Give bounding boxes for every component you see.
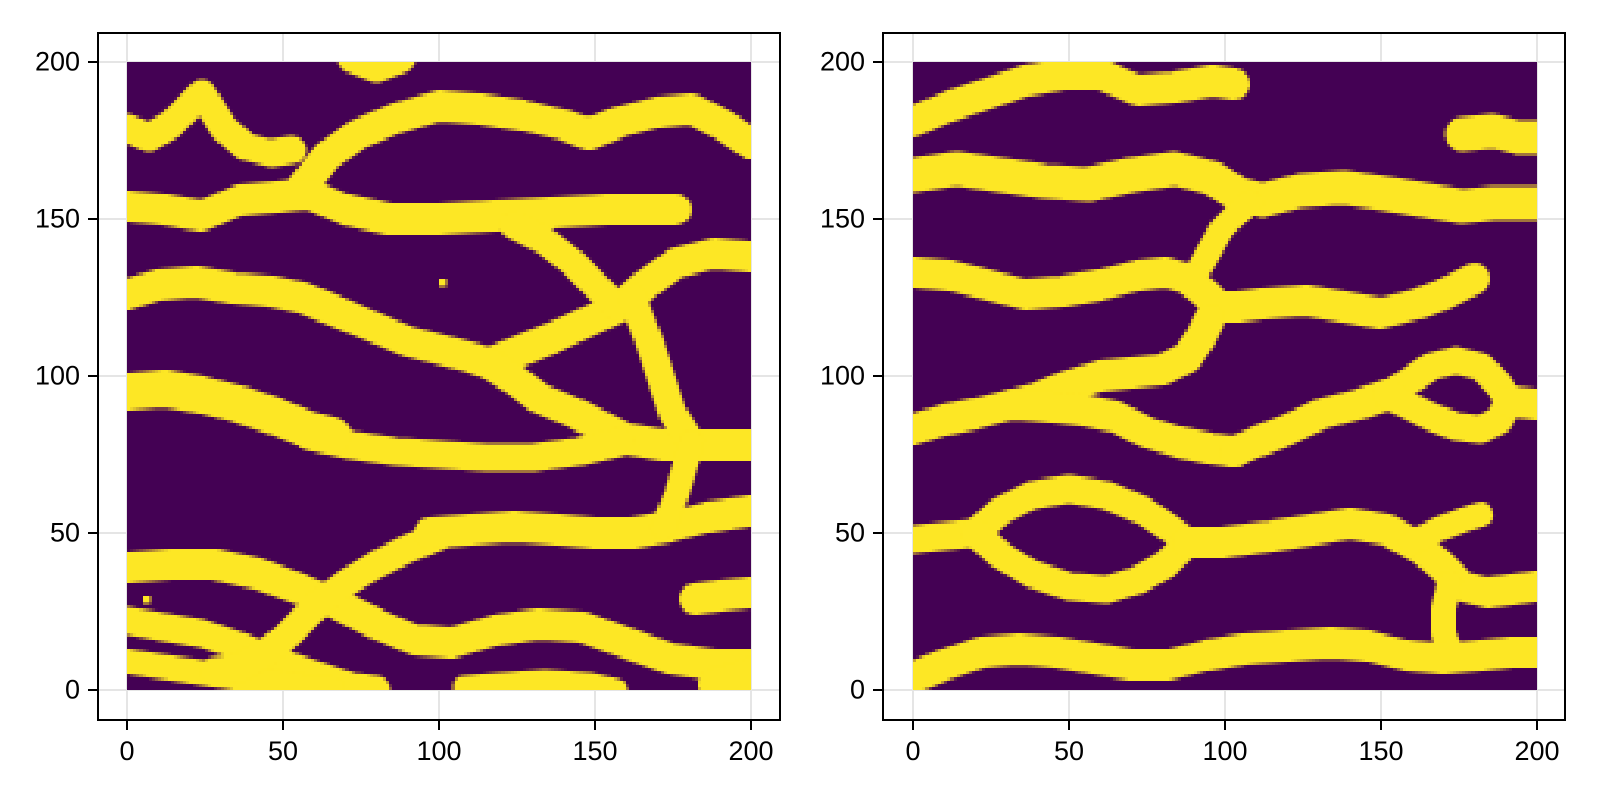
y-tick-label: 100: [819, 360, 865, 391]
heatmap-image-left: [127, 62, 751, 690]
x-tick: [594, 721, 596, 730]
y-tick-label: 0: [64, 674, 80, 705]
x-tick: [126, 721, 128, 730]
y-tick: [88, 218, 97, 220]
y-tick: [88, 689, 97, 691]
x-tick: [750, 721, 752, 730]
y-tick-label: 150: [34, 203, 80, 234]
y-tick-label: 100: [34, 360, 80, 391]
y-tick-label: 150: [819, 203, 865, 234]
heatmap-image-right: [913, 62, 1537, 690]
x-tick: [912, 721, 914, 730]
x-tick-label: 50: [267, 736, 299, 766]
x-tick-label: 200: [1514, 736, 1560, 766]
x-tick-label: 200: [728, 736, 774, 766]
y-tick-label: 50: [49, 517, 80, 548]
gridline-y-0: [884, 689, 1564, 691]
y-tick-label: 200: [819, 46, 865, 77]
x-tick: [438, 721, 440, 730]
y-tick: [873, 61, 882, 63]
x-tick: [1224, 721, 1226, 730]
y-tick: [873, 218, 882, 220]
y-tick-label: 0: [849, 674, 865, 705]
y-tick: [873, 375, 882, 377]
y-tick-label: 200: [34, 46, 80, 77]
y-tick: [88, 532, 97, 534]
y-tick: [873, 532, 882, 534]
gridline-y-0: [99, 689, 779, 691]
x-tick-label: 150: [572, 736, 618, 766]
x-tick: [1380, 721, 1382, 730]
x-tick: [1068, 721, 1070, 730]
x-tick-label: 50: [1053, 736, 1085, 766]
x-tick-label: 100: [1202, 736, 1248, 766]
x-tick: [282, 721, 284, 730]
y-tick-label: 50: [834, 517, 865, 548]
x-tick-label: 0: [905, 736, 921, 766]
y-tick: [873, 689, 882, 691]
y-tick: [88, 375, 97, 377]
y-tick: [88, 61, 97, 63]
x-tick-label: 100: [416, 736, 462, 766]
x-tick-label: 150: [1358, 736, 1404, 766]
x-tick-label: 0: [119, 736, 135, 766]
x-tick: [1536, 721, 1538, 730]
